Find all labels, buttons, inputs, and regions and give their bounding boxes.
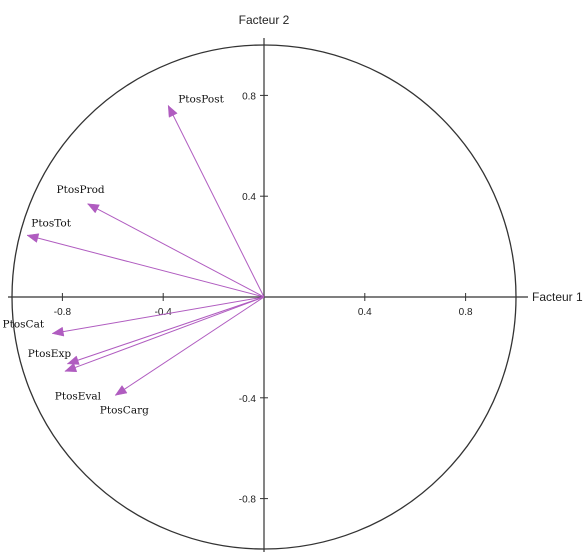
vector-ptoscat: PtosCat <box>3 296 265 337</box>
vector-label: PtosTot <box>31 217 72 229</box>
vector-ptospost: PtosPost <box>167 93 265 298</box>
vector-ptoseval: PtosEval <box>55 296 265 402</box>
vector-line <box>52 296 265 335</box>
vector-line <box>67 296 265 365</box>
vector-ptosexp: PtosExp <box>28 296 265 365</box>
vector-line <box>167 105 265 298</box>
vector-ptostot: PtosTot <box>26 217 265 298</box>
y-tick-label: 0.4 <box>242 192 256 203</box>
plot-frame <box>8 38 528 552</box>
tick-marks: -0.8 -0.4 0.4 0.8 0.8 0.4 -0.4 -0.8 <box>54 91 473 505</box>
x-tick-label: -0.8 <box>54 307 72 318</box>
vector-label: PtosPost <box>178 93 224 105</box>
arrowhead <box>51 326 65 337</box>
vector-label: PtosProd <box>57 184 105 196</box>
arrowhead <box>26 233 40 243</box>
arrowhead <box>114 385 128 396</box>
x-tick-label: 0.4 <box>358 307 372 318</box>
y-axis-title: Facteur 2 <box>239 13 290 27</box>
vector-ptoscarg: PtosCarg <box>100 296 265 416</box>
vector-line <box>115 296 265 396</box>
arrowhead <box>64 362 78 372</box>
y-tick-label: -0.8 <box>239 495 257 506</box>
y-tick-label: 0.8 <box>242 91 256 102</box>
y-tick-label: -0.4 <box>239 394 257 405</box>
x-tick-label: 0.8 <box>459 307 473 318</box>
vectors: PtosPost PtosProd PtosTot PtosCat PtosExp Pto… <box>3 93 265 416</box>
vector-ptosprod: PtosProd <box>57 184 265 298</box>
arrowhead <box>167 104 178 118</box>
vector-line <box>64 296 265 372</box>
vector-label: PtosCat <box>3 319 45 331</box>
vector-label: PtosExp <box>28 348 72 360</box>
vector-line <box>87 203 265 298</box>
x-axis-title: Facteur 1 <box>532 290 583 304</box>
arrowhead <box>87 203 100 214</box>
x-tick-label: -0.4 <box>155 307 173 318</box>
vector-label: PtosEval <box>55 390 102 402</box>
vector-line <box>26 234 265 298</box>
vector-label: PtosCarg <box>100 404 149 416</box>
